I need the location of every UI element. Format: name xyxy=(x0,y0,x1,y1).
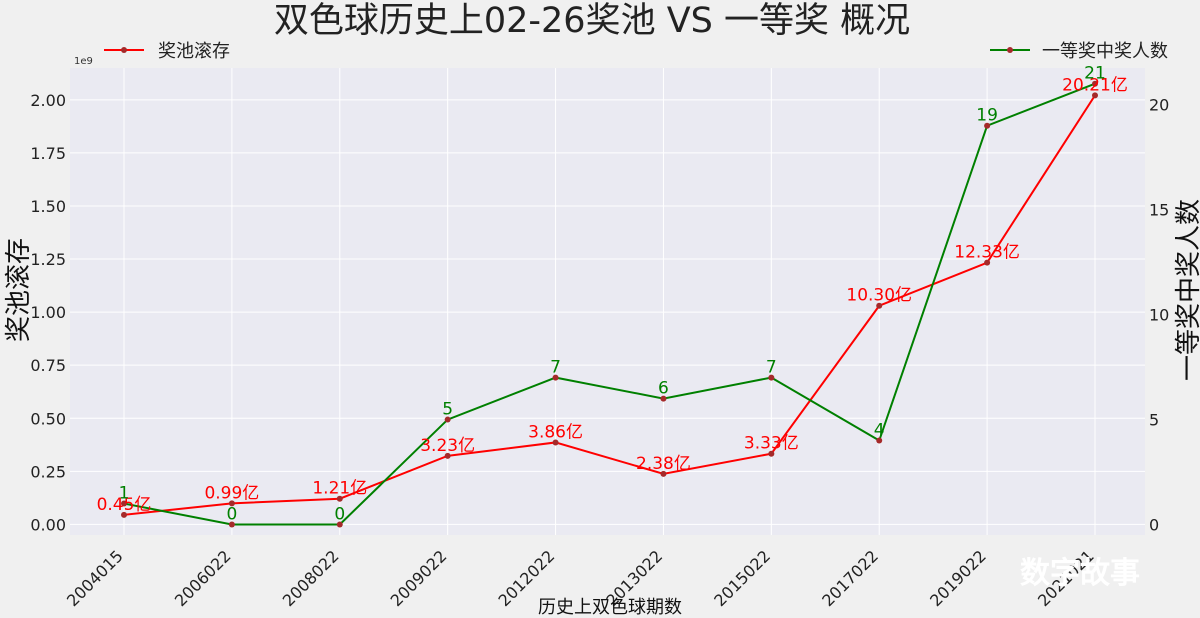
y-left-tick-label: 0.25 xyxy=(30,462,66,481)
chart-title: 双色球历史上02-26奖池 VS 一等奖 概况 xyxy=(274,1,910,41)
data-point xyxy=(768,450,775,457)
grid-lines xyxy=(70,68,1145,535)
data-label: 7 xyxy=(550,358,561,378)
y-left-axis-label: 奖池滚存 xyxy=(4,238,34,342)
x-tick-label: 2019022 xyxy=(926,546,990,610)
data-point xyxy=(876,302,883,309)
data-label: 4 xyxy=(874,421,885,441)
data-label: 20.21亿 xyxy=(1062,75,1128,95)
y-left-tick-label: 0.50 xyxy=(30,409,66,428)
y-left-tick-label: 0.75 xyxy=(30,356,66,375)
legend-right: 一等奖中奖人数 xyxy=(990,41,1168,62)
x-tick-label: 2009022 xyxy=(387,546,451,610)
legend-right-marker xyxy=(1007,47,1013,53)
data-point xyxy=(1092,92,1098,99)
y-right-tick-label: 15 xyxy=(1149,201,1169,220)
legend-left: 奖池滚存 xyxy=(104,41,230,62)
data-point xyxy=(660,470,667,477)
y-left-tick-label: 0.00 xyxy=(30,515,66,534)
data-point xyxy=(876,437,883,444)
data-label: 3.86亿 xyxy=(528,422,583,442)
data-label: 7 xyxy=(766,358,777,378)
data-point xyxy=(660,395,667,402)
x-axis-label: 历史上双色球期数 xyxy=(538,597,682,618)
data-label: 5 xyxy=(442,400,453,420)
data-label: 0.45亿 xyxy=(97,495,152,515)
data-point xyxy=(552,374,559,381)
x-tick-label: 2015022 xyxy=(710,546,774,610)
data-label: 1 xyxy=(119,484,130,504)
legend-left-marker xyxy=(121,47,127,53)
data-point xyxy=(336,495,343,502)
data-label: 2.38亿 xyxy=(636,454,691,474)
data-label: 3.33亿 xyxy=(744,434,799,454)
data-point xyxy=(228,521,235,528)
legend-left-label: 奖池滚存 xyxy=(158,41,230,62)
data-point xyxy=(1092,80,1098,87)
y-right-tick-label: 10 xyxy=(1149,306,1169,325)
data-label: 21 xyxy=(1084,64,1106,84)
data-point xyxy=(336,521,343,528)
data-label: 0.99亿 xyxy=(204,483,259,503)
data-point xyxy=(121,511,127,518)
data-point xyxy=(552,439,559,446)
y-left-tick-label: 1.00 xyxy=(30,303,66,322)
series-layer xyxy=(121,80,1098,528)
data-label: 0 xyxy=(334,505,345,525)
data-point xyxy=(228,500,235,507)
data-point xyxy=(444,416,451,423)
x-tick-label: 2017022 xyxy=(818,546,882,610)
data-label: 3.23亿 xyxy=(420,436,475,456)
data-label: 12.33亿 xyxy=(954,243,1020,263)
y-left-tick-label: 2.00 xyxy=(30,91,66,110)
data-point xyxy=(121,500,127,507)
y-right-tick-label: 0 xyxy=(1149,516,1159,535)
data-point xyxy=(444,452,451,459)
y-left-tick-label: 1.75 xyxy=(30,144,66,163)
x-tick-label: 2008022 xyxy=(279,546,343,610)
y-right-tick-label: 5 xyxy=(1149,411,1159,430)
x-tick-label: 2004015 xyxy=(63,546,127,610)
data-label: 10.30亿 xyxy=(846,286,912,306)
y-right-tick-label: 20 xyxy=(1149,96,1169,115)
data-point xyxy=(984,259,991,266)
watermark: 数字故事 xyxy=(1020,556,1140,591)
y-left-multiplier: 1e9 xyxy=(74,56,93,67)
data-label: 0 xyxy=(226,505,237,525)
data-label: 1.21亿 xyxy=(312,479,367,499)
data-label: 6 xyxy=(658,379,669,399)
y-left-tick-label: 1.25 xyxy=(30,250,66,269)
x-tick-label: 2006022 xyxy=(171,546,235,610)
y-right-axis-label: 一等奖中奖人数 xyxy=(1174,199,1200,381)
y-left-tick-label: 1.50 xyxy=(30,197,66,216)
data-point xyxy=(768,374,775,381)
series-line-1 xyxy=(123,82,1096,526)
data-labels: 0.45亿 0.99亿 1.21亿 3.23亿 3.86亿 2.38亿 3.33亿 10.30… xyxy=(97,64,1128,525)
data-label: 19 xyxy=(976,106,998,126)
data-point xyxy=(984,122,991,129)
legend-right-label: 一等奖中奖人数 xyxy=(1042,41,1168,62)
